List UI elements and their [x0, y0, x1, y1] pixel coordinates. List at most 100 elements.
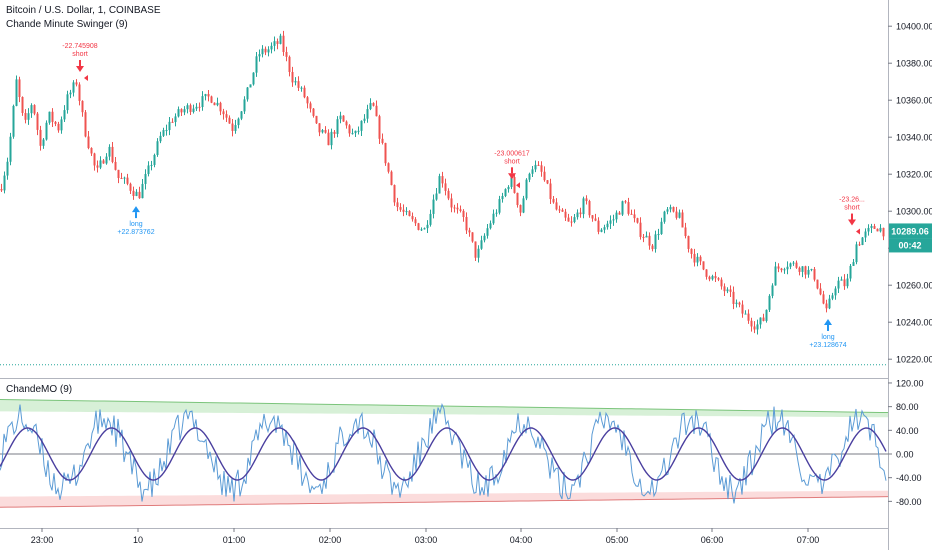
candle-body — [549, 183, 552, 200]
candle-body — [48, 111, 51, 123]
osc-tick-label: 40.00 — [896, 426, 919, 436]
candle-body — [633, 214, 636, 219]
candle-body — [639, 222, 642, 237]
candle-body — [144, 174, 147, 184]
candle-body — [591, 215, 594, 219]
candle-body — [132, 190, 135, 196]
candle-body — [3, 175, 6, 191]
candle-body — [828, 298, 831, 309]
candle-body — [708, 276, 711, 280]
candle-body — [657, 234, 660, 236]
candle-body — [648, 235, 651, 246]
long-signal-value: +22.873762 — [117, 229, 154, 236]
cmo-line — [0, 402, 887, 504]
candle-body — [630, 213, 633, 215]
price-tick-label: 10320.00 — [896, 170, 932, 180]
candle-body — [786, 266, 789, 270]
candle-body — [189, 105, 192, 112]
candle-body — [84, 112, 87, 137]
candle-body — [774, 266, 777, 286]
candle-body — [114, 161, 117, 170]
candle-body — [171, 121, 174, 123]
candle-body — [408, 211, 411, 217]
candle-body — [342, 115, 345, 122]
oversold-line — [0, 496, 889, 508]
candle-body — [66, 94, 69, 111]
price-tick-label: 10400.00 — [896, 22, 932, 32]
candle-body — [558, 209, 561, 211]
candle-body — [81, 100, 84, 113]
candle-body — [477, 248, 480, 258]
candle-body — [201, 96, 204, 108]
candle-body — [462, 210, 465, 218]
candle-body — [63, 110, 66, 120]
candle-body — [438, 176, 441, 194]
price-tick-label: 10360.00 — [896, 96, 932, 106]
candle-body — [69, 92, 72, 95]
candle-body — [543, 171, 546, 181]
candle-body — [618, 212, 621, 215]
candle-body — [237, 118, 240, 126]
candle-body — [570, 221, 573, 223]
candle-body — [753, 326, 756, 330]
price-tick-label: 10240.00 — [896, 318, 932, 328]
short-marker-icon — [516, 182, 520, 189]
candle-body — [168, 121, 171, 131]
candle-body — [402, 209, 405, 212]
candle-body — [873, 225, 876, 229]
candle-body — [726, 289, 729, 292]
indicator-legend-chandemo[interactable]: ChandeMO (9) — [6, 384, 73, 395]
candle-body — [744, 313, 747, 315]
candle-body — [864, 231, 867, 238]
candle-body — [612, 219, 615, 221]
short-signal-label: short — [72, 51, 88, 58]
time-tick-label: 01:00 — [223, 535, 246, 545]
candle-body — [414, 219, 417, 224]
candle-body — [561, 209, 564, 212]
candle-body — [42, 139, 45, 146]
time-tick-label: 04:00 — [510, 535, 533, 545]
time-tick-label: 07:00 — [797, 535, 820, 545]
candle-body — [429, 213, 432, 225]
candle-body — [93, 153, 96, 166]
candle-body — [693, 253, 696, 263]
candle-body — [282, 35, 285, 52]
candle-body — [210, 96, 213, 103]
osc-tick-label: -80.00 — [896, 497, 922, 507]
candle-body — [555, 202, 558, 210]
candle-body — [729, 289, 732, 292]
candle-body — [795, 262, 798, 268]
candle-body — [552, 199, 555, 203]
candle-body — [711, 276, 714, 280]
candle-body — [234, 125, 237, 131]
candle-body — [99, 160, 102, 168]
candle-body — [489, 223, 492, 229]
candle-body — [825, 303, 828, 309]
indicator-legend-swinger[interactable]: Chande Minute Swinger (9) — [6, 19, 128, 30]
candle-body — [495, 212, 498, 214]
candle-body — [405, 211, 408, 213]
candle-body — [627, 202, 630, 214]
short-arrow-icon — [508, 173, 516, 180]
price-badge — [889, 223, 932, 239]
candle-body — [651, 245, 654, 250]
candle-body — [96, 165, 99, 168]
candle-body — [819, 288, 822, 295]
candle-body — [765, 309, 768, 321]
candle-body — [285, 51, 288, 57]
candle-body — [567, 217, 570, 222]
candle-body — [615, 212, 618, 220]
candle-body — [72, 82, 75, 93]
candle-body — [792, 262, 795, 264]
candle-body — [363, 118, 366, 121]
short-signal-value: -22.745908 — [62, 43, 98, 50]
candle-body — [675, 211, 678, 218]
candle-body — [450, 198, 453, 208]
time-tick-label: 23:00 — [31, 535, 54, 545]
candle-body — [534, 164, 537, 170]
long-signal-label: long — [821, 334, 834, 341]
candle-body — [348, 125, 351, 134]
candle-body — [300, 87, 303, 89]
candle-body — [861, 237, 864, 245]
